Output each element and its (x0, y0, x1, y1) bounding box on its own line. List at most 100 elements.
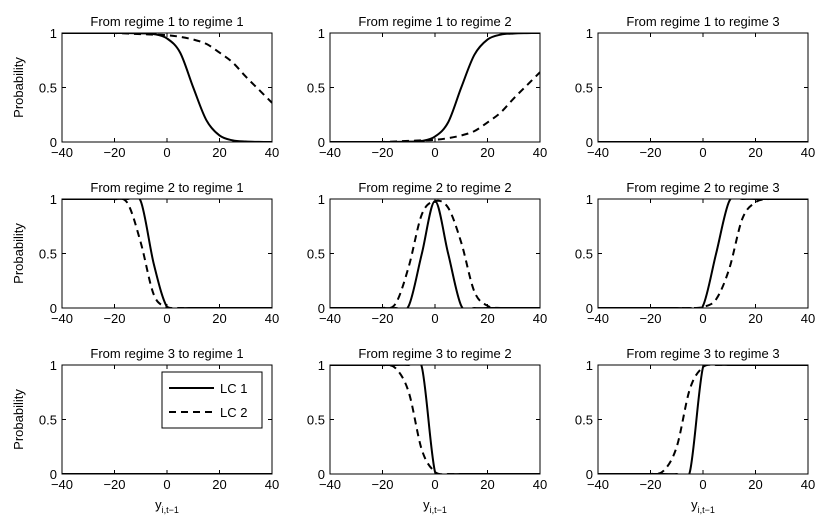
legend-label: LC 2 (220, 405, 247, 420)
panel-title: From regime 2 to regime 1 (90, 180, 243, 195)
panel-title: From regime 1 to regime 1 (90, 14, 243, 29)
x-tick-label: 20 (480, 477, 494, 492)
panel-2-2: From regime 2 to regime 2 −40 −20 0 20 40 0 0.5… (307, 180, 547, 326)
legend-label: LC 1 (220, 381, 247, 396)
x-tick-label: 20 (480, 311, 494, 326)
y-tick-label: 0.5 (307, 247, 325, 262)
series-line-lc1 (598, 365, 808, 474)
plot-frame (329, 364, 541, 475)
x-tick-label: 40 (801, 311, 815, 326)
y-tick-label: 1 (50, 192, 57, 207)
panel-3-2: From regime 3 to regime 2 −40 −20 0 20 40 0 0.5… (307, 346, 547, 515)
y-axis-label: Probability (11, 57, 26, 118)
y-tick-label: 0 (586, 135, 593, 150)
series-line-lc1 (62, 199, 272, 308)
series-line-lc2 (330, 199, 540, 308)
x-tick-label: −40 (51, 311, 73, 326)
x-tick-label: 0 (431, 145, 438, 160)
series-line-lc2 (62, 199, 272, 308)
x-tick-label: −20 (639, 145, 661, 160)
y-tick-label: 1 (586, 192, 593, 207)
plot-frame (597, 198, 809, 309)
x-tick-label: 0 (163, 145, 170, 160)
x-tick-label: 20 (480, 145, 494, 160)
x-tick-label: −20 (639, 311, 661, 326)
panel-2-3: From regime 2 to regime 3 −40 −20 0 20 40 0 0.5… (575, 180, 815, 326)
x-tick-label: 40 (533, 477, 547, 492)
legend-box (161, 371, 263, 429)
panel-title: From regime 3 to regime 1 (90, 346, 243, 361)
y-tick-label: 1 (586, 26, 593, 41)
y-tick-label: 0 (318, 135, 325, 150)
y-tick-label: 0.5 (575, 247, 593, 262)
y-tick-label: 0.5 (307, 413, 325, 428)
panel-title: From regime 3 to regime 3 (626, 346, 779, 361)
y-tick-label: 0 (318, 301, 325, 316)
panel-title: From regime 1 to regime 2 (358, 14, 511, 29)
x-tick-label: 20 (212, 477, 226, 492)
panel-3-3: From regime 3 to regime 3 −40 −20 0 20 40 0 0.5… (575, 346, 815, 515)
x-tick-label: 40 (265, 145, 279, 160)
x-tick-label: −20 (103, 311, 125, 326)
series-line-lc2 (598, 199, 808, 308)
y-tick-label: 0.5 (575, 413, 593, 428)
y-tick-label: 0 (318, 467, 325, 482)
series-line-lc1 (62, 33, 272, 142)
y-tick-label: 0 (50, 301, 57, 316)
plot-frame (61, 32, 273, 143)
panel-title: From regime 2 to regime 3 (626, 180, 779, 195)
series-line-lc2 (598, 365, 808, 474)
panel-1-1: From regime 1 to regime 1 −40 −20 0 20 40 0 0.5… (11, 14, 279, 160)
x-tick-label: −40 (319, 477, 341, 492)
y-tick-label: 0.5 (575, 81, 593, 96)
panel-2-1: From regime 2 to regime 1 −40 −20 0 20 40 0 0.5… (11, 180, 279, 326)
plot-frame (329, 32, 541, 143)
plot-frame (597, 32, 809, 143)
x-tick-label: 40 (265, 311, 279, 326)
series-line-lc1 (330, 365, 540, 474)
x-tick-label: 20 (748, 145, 762, 160)
y-tick-label: 0.5 (39, 247, 57, 262)
x-tick-label: −40 (319, 145, 341, 160)
x-tick-label: −20 (103, 477, 125, 492)
x-tick-label: 40 (265, 477, 279, 492)
x-tick-label: −40 (587, 311, 609, 326)
y-tick-label: 1 (318, 192, 325, 207)
x-tick-label: 0 (163, 477, 170, 492)
x-tick-label: 20 (212, 311, 226, 326)
x-tick-label: 20 (748, 477, 762, 492)
y-axis-label: Probability (11, 223, 26, 284)
panel-1-2: From regime 1 to regime 2 −40 −20 0 20 40 0 0.5… (307, 14, 547, 160)
x-tick-label: 40 (533, 145, 547, 160)
x-tick-label: 0 (431, 477, 438, 492)
x-tick-label: −40 (51, 477, 73, 492)
y-tick-label: 1 (586, 358, 593, 373)
panel-title: From regime 2 to regime 2 (358, 180, 511, 195)
y-tick-label: 0.5 (307, 81, 325, 96)
panel-title: From regime 3 to regime 2 (358, 346, 511, 361)
x-tick-label: 20 (748, 311, 762, 326)
x-axis-label: yi,t−1 (155, 497, 179, 515)
series-line-lc1 (330, 200, 540, 308)
plot-frame (61, 198, 273, 309)
y-tick-label: 0 (50, 467, 57, 482)
x-tick-label: 40 (801, 145, 815, 160)
x-tick-label: 0 (699, 145, 706, 160)
y-tick-label: 1 (50, 358, 57, 373)
series-line-lc2 (330, 71, 540, 142)
series-line-lc2 (330, 365, 540, 474)
x-tick-label: 40 (533, 311, 547, 326)
y-tick-label: 0 (50, 135, 57, 150)
series-line-lc1 (330, 33, 540, 142)
series-line-lc1 (598, 199, 808, 308)
x-tick-label: −40 (51, 145, 73, 160)
panel-1-3: From regime 1 to regime 3 −40 −20 0 20 40 0 0.5… (575, 14, 815, 160)
legend: LC 1 LC 2 (161, 371, 263, 429)
y-tick-label: 0 (586, 467, 593, 482)
x-tick-label: −20 (371, 477, 393, 492)
x-tick-label: 40 (801, 477, 815, 492)
x-axis-label: yi,t−1 (691, 497, 715, 515)
panel-3-1: From regime 3 to regime 1 −40 −20 0 20 40 0 0.5… (11, 346, 279, 515)
x-tick-label: −20 (371, 145, 393, 160)
x-tick-label: −20 (639, 477, 661, 492)
